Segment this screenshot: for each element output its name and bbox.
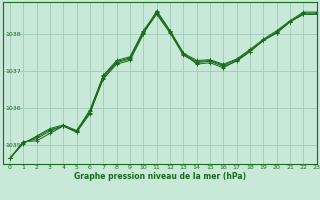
X-axis label: Graphe pression niveau de la mer (hPa): Graphe pression niveau de la mer (hPa) bbox=[74, 172, 246, 181]
